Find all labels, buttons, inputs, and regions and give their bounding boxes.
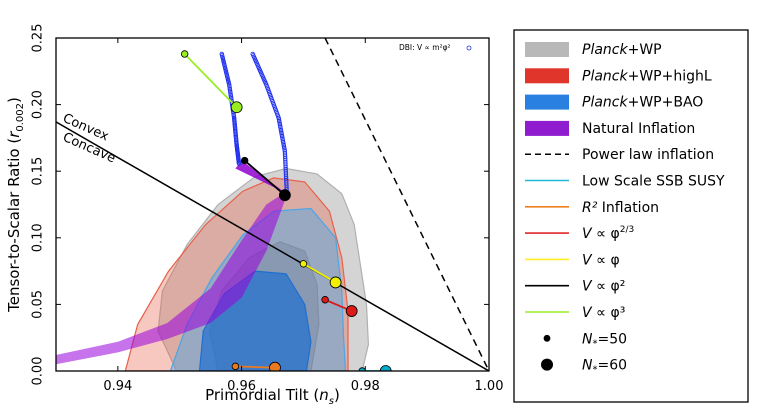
model-point-n60-2 bbox=[345, 305, 358, 317]
dbi-legend-marker bbox=[466, 45, 472, 51]
dbi-marker-0 bbox=[236, 161, 242, 166]
y-tick-label: 0.10 bbox=[31, 223, 46, 252]
legend-label: V ∝ φ bbox=[582, 252, 620, 268]
legend-swatch bbox=[541, 358, 553, 371]
legend-swatch bbox=[525, 94, 569, 110]
x-tick-label: 1.00 bbox=[475, 379, 504, 394]
model-point-n60-0 bbox=[379, 365, 392, 371]
x-tick-label: 0.94 bbox=[103, 379, 132, 394]
model-line-5 bbox=[184, 53, 238, 108]
y-tick-label: 0.25 bbox=[31, 24, 46, 53]
legend-label: Planck+WP+BAO bbox=[582, 95, 703, 111]
x-tick-label: 0.96 bbox=[227, 379, 256, 394]
model-point-n60-5 bbox=[230, 101, 243, 114]
y-tick-label: 0.20 bbox=[31, 90, 46, 119]
axes-frame bbox=[55, 37, 490, 372]
model-line-3 bbox=[302, 262, 337, 284]
legend-swatch bbox=[525, 68, 569, 84]
model-point-n50-2 bbox=[321, 296, 329, 304]
reference-line-0 bbox=[324, 38, 489, 371]
legend-swatch bbox=[525, 42, 569, 57]
model-point-n50-3 bbox=[299, 260, 308, 268]
legend-swatch bbox=[525, 120, 569, 136]
legend-label: N*=60 bbox=[582, 358, 627, 376]
y-tick-label: 0.00 bbox=[31, 357, 46, 386]
reference-line-1 bbox=[56, 121, 489, 371]
legend-label: V ∝ φ³ bbox=[582, 305, 625, 321]
y-tick-label: 0.15 bbox=[31, 157, 46, 186]
x-axis-label: Primordial Tilt (ns) bbox=[205, 386, 340, 407]
dbi-marker-1 bbox=[284, 185, 289, 190]
model-point-n60-1 bbox=[269, 361, 281, 371]
legend-swatch bbox=[543, 334, 551, 342]
axes: 0.94 0.96 0.98 1.00 0.00 0.05 0.10 0.15 0.20 0.25… bbox=[5, 24, 503, 407]
y-tick-label: 0.05 bbox=[31, 290, 46, 319]
y-axis-label: Tensor-to-Scalar Ratio (r0.002) bbox=[5, 97, 26, 313]
model-point-n50-5 bbox=[180, 50, 189, 58]
model-point-n60-4 bbox=[278, 189, 291, 202]
legend: Planck+WP Planck+WP+highL Planck+WP+BAO Nat… bbox=[513, 29, 749, 403]
legend-label: Planck+WP+highL bbox=[582, 68, 712, 84]
legend-label: V ∝ φ² bbox=[582, 279, 625, 295]
legend-label: N*=50 bbox=[582, 331, 627, 349]
model-line-4 bbox=[244, 159, 286, 196]
dbi-label: DBI: V ∝ m²φ² bbox=[399, 43, 451, 52]
model-point-n50-0 bbox=[358, 367, 366, 371]
model-point-n50-1 bbox=[231, 362, 240, 371]
legend-label: R² Inflation bbox=[582, 200, 659, 216]
legend-label: Planck+WP bbox=[582, 42, 662, 58]
legend-label: Natural Inflation bbox=[582, 121, 695, 137]
natural-inflation-band bbox=[56, 192, 285, 365]
model-point-n60-3 bbox=[329, 276, 342, 289]
legend-frame bbox=[513, 29, 749, 403]
model-point-n50-4 bbox=[240, 156, 249, 165]
legend-label: Power law inflation bbox=[582, 147, 714, 163]
x-tick-label: 0.98 bbox=[351, 379, 380, 394]
legend-label: Low Scale SSB SUSY bbox=[582, 174, 725, 190]
